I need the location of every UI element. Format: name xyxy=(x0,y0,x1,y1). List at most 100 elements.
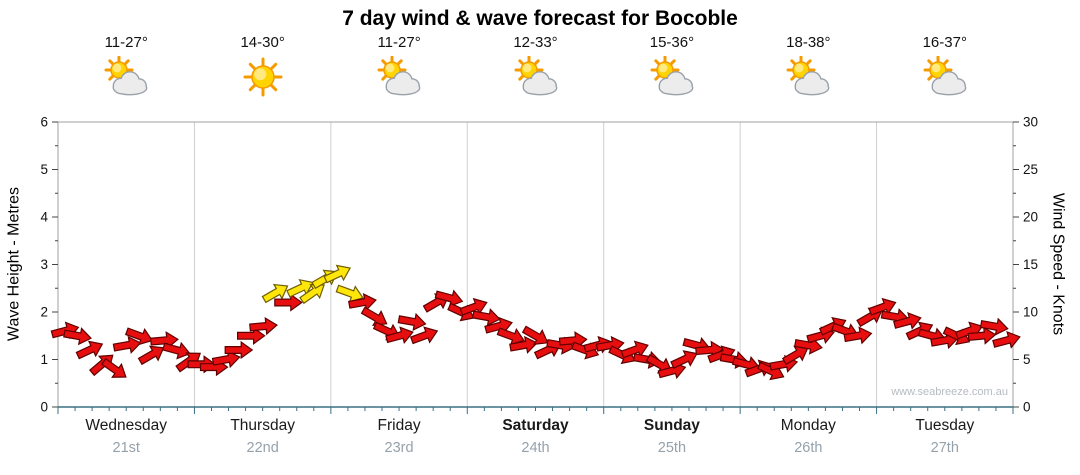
watermark-text: www.seabreeze.com.au xyxy=(891,386,1008,398)
day-header-saturday: 12-33° xyxy=(491,34,581,100)
wind-arrow xyxy=(75,340,104,360)
wind-arrow-shape xyxy=(409,326,439,345)
y-right-tick-label: 10 xyxy=(1023,305,1038,320)
y-left-tick-label: 1 xyxy=(40,352,48,367)
wind-arrow-shape xyxy=(75,340,104,360)
wind-arrow-strong xyxy=(261,283,289,304)
wind-arrow xyxy=(211,350,241,369)
day-headers-row: 11-27° 14-30° 11-27° 12-33° 15-36° 18-38° 16-3… xyxy=(0,34,1080,126)
y-left-tick-label: 0 xyxy=(40,400,48,415)
y-right-tick-label: 30 xyxy=(1023,115,1038,130)
wind-arrow-shape xyxy=(471,308,501,327)
wind-arrow xyxy=(63,327,92,346)
temp-range-label: 15-36° xyxy=(649,34,695,51)
wind-arrow-shape xyxy=(484,316,513,335)
wind-arrow-shape xyxy=(992,331,1021,349)
partly-cloudy-icon xyxy=(377,56,421,96)
wind-arrow-shape xyxy=(299,284,325,305)
wind-arrow xyxy=(521,325,549,345)
y-left-tick-label: 3 xyxy=(40,257,48,272)
partly-cloudy-icon xyxy=(104,56,148,96)
y-right-tick-label: 25 xyxy=(1023,162,1038,177)
y-left-tick-label: 5 xyxy=(40,162,48,177)
wind-arrow xyxy=(237,326,266,345)
wind-arrow xyxy=(348,293,377,312)
wind-arrow-shape xyxy=(224,340,254,360)
temp-range-label: 18-38° xyxy=(786,34,831,51)
day-date-label: 22nd xyxy=(247,440,279,456)
wind-arrow xyxy=(484,316,513,335)
wind-arrow-shape xyxy=(112,335,142,354)
sunny-icon xyxy=(243,57,283,97)
wind-arrow xyxy=(967,326,997,345)
wind-arrow-shape xyxy=(397,312,427,331)
partly-cloudy-icon xyxy=(786,56,830,96)
wind-arrow xyxy=(509,335,538,354)
wind-arrow xyxy=(409,326,439,345)
temp-range-label: 16-37° xyxy=(922,34,967,51)
day-name-label: Tuesday xyxy=(915,417,974,434)
wind-arrow xyxy=(620,340,649,359)
wind-arrow xyxy=(397,312,427,331)
wind-arrow-shape xyxy=(150,331,179,350)
wind-arrow xyxy=(893,312,922,330)
wind-arrow xyxy=(471,308,501,327)
day-header-thursday: 14-30° xyxy=(218,34,308,100)
wind-arrow-shape xyxy=(979,317,1009,336)
wind-arrow xyxy=(670,350,698,369)
temp-range-label: 11-27° xyxy=(377,34,421,51)
wind-arrow-shape xyxy=(670,350,698,369)
wind-arrow-shape xyxy=(323,264,352,284)
y-left-tick-label: 6 xyxy=(40,115,48,130)
wind-arrow-shape xyxy=(385,326,414,345)
day-date-label: 23rd xyxy=(385,440,414,456)
temp-range-label: 12-33° xyxy=(513,34,558,51)
partly-cloudy-icon xyxy=(514,56,557,96)
wind-arrow xyxy=(868,297,897,316)
wind-arrow xyxy=(162,341,191,360)
wind-arrow-shape xyxy=(843,326,873,345)
day-name-label: Sunday xyxy=(644,417,700,434)
wind-arrow-shape xyxy=(274,293,303,312)
wind-arrow xyxy=(781,345,809,366)
day-date-label: 24th xyxy=(521,440,549,456)
day-date-label: 21st xyxy=(113,440,140,456)
day-header-monday: 18-38° xyxy=(763,34,853,100)
page-title: 7 day wind & wave forecast for Bocoble xyxy=(342,7,738,30)
wind-arrow-shape xyxy=(620,340,649,359)
wind-arrow-shape xyxy=(237,326,266,345)
wind-arrow-shape xyxy=(434,289,464,308)
wind-arrow xyxy=(150,331,179,350)
wind-arrow xyxy=(124,327,154,346)
y-right-tick-label: 0 xyxy=(1023,400,1031,415)
wind-arrow-shape xyxy=(100,357,127,378)
partly-cloudy-icon xyxy=(923,56,967,96)
partly-cloudy-icon xyxy=(650,56,694,96)
wind-arrow xyxy=(100,357,127,378)
day-name-label: Monday xyxy=(781,417,836,434)
wind-arrow xyxy=(434,289,464,308)
day-date-label: 27th xyxy=(931,440,959,456)
day-header-tuesday: 16-37° xyxy=(900,34,990,100)
day-header-wednesday: 11-27° xyxy=(81,34,171,100)
wind-arrow xyxy=(112,335,142,354)
wind-arrow xyxy=(137,345,165,366)
wind-arrow-shape xyxy=(893,312,922,330)
y-right-tick-label: 15 xyxy=(1023,257,1038,272)
day-date-label: 26th xyxy=(794,440,822,456)
wind-arrow-shape xyxy=(211,350,241,369)
wind-arrow-shape xyxy=(249,316,278,336)
wind-arrow-shape xyxy=(967,326,997,345)
wind-arrow xyxy=(992,331,1021,349)
y-left-tick-label: 4 xyxy=(40,210,48,225)
wind-arrow xyxy=(385,326,414,345)
wind-arrow-shape xyxy=(348,293,377,312)
wind-arrow-strong xyxy=(323,264,352,284)
day-name-label: Saturday xyxy=(502,417,569,434)
wind-arrow-shape xyxy=(781,345,809,366)
wind-arrow-shape xyxy=(124,327,154,346)
y-right-tick-label: 5 xyxy=(1023,352,1031,367)
wind-arrow-shape xyxy=(137,345,165,366)
